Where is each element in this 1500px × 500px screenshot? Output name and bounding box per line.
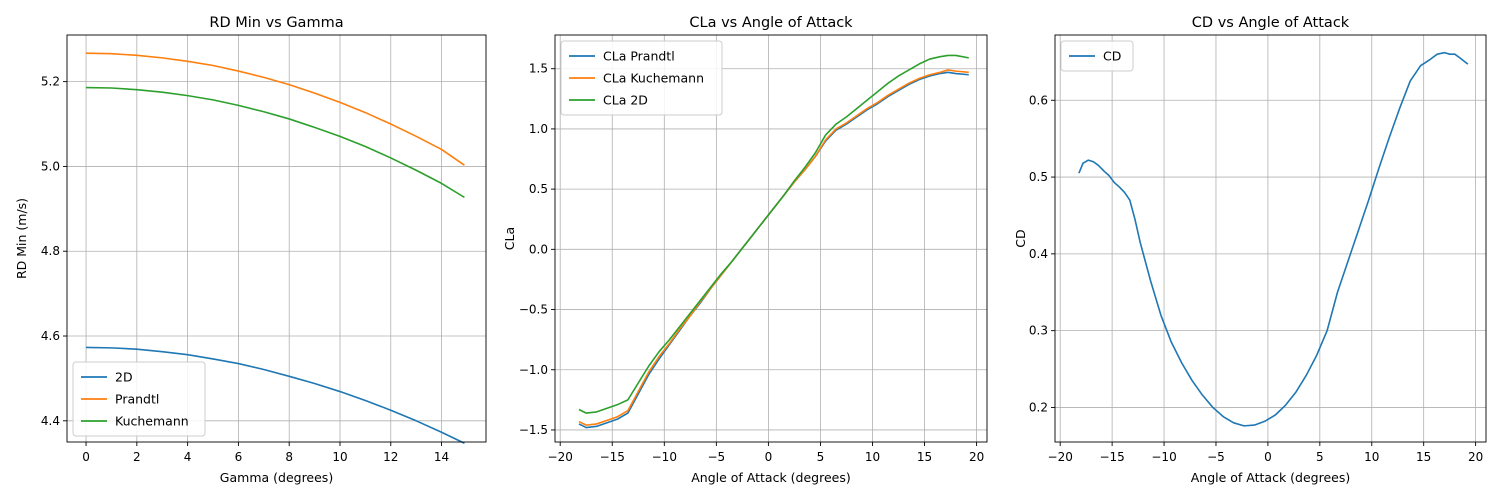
legend: CLa Prandtl CLa Kuchemann CLa 2D bbox=[560, 40, 723, 116]
x-tick-label: 4 bbox=[184, 450, 192, 464]
series-line-1 bbox=[578, 71, 969, 429]
legend: CD bbox=[1060, 40, 1134, 72]
y-tick-label: 4.6 bbox=[41, 329, 60, 343]
x-tick-label: −10 bbox=[1151, 450, 1176, 464]
x-tick-label: 0 bbox=[1264, 450, 1272, 464]
x-tick-label: 12 bbox=[383, 450, 398, 464]
x-tick-label: 14 bbox=[434, 450, 449, 464]
chart-panel-1: 0 2 4 6 8 10 12 14 4.4 4.6 4.8 5.0 5.2 RD Min vs Gamm… bbox=[14, 15, 487, 485]
legend-box bbox=[1060, 40, 1134, 72]
x-tick-label: −15 bbox=[1099, 450, 1124, 464]
series-line-3 bbox=[578, 54, 969, 414]
plot-frame bbox=[554, 34, 988, 443]
x-tick-label: 6 bbox=[235, 450, 243, 464]
x-tick-label: 8 bbox=[285, 450, 293, 464]
legend: 2D Prandtl Kuchemann bbox=[72, 361, 206, 437]
x-axis-label: Angle of Attack (degrees) bbox=[1191, 470, 1351, 485]
x-tick-label: 10 bbox=[1364, 450, 1379, 464]
y-tick-label: 5.0 bbox=[41, 159, 60, 173]
y-tick-label: 0.5 bbox=[529, 182, 548, 196]
chart-panel-2: −20 −15 −10 −5 0 5 10 15 20 −1.5 −1.0 −0.5 0.0 0.5 1.0… bbox=[502, 15, 988, 485]
x-tick-label: −15 bbox=[600, 450, 625, 464]
x-tick-label: 15 bbox=[917, 450, 932, 464]
legend-label: CLa Prandtl bbox=[603, 49, 675, 64]
legend-box bbox=[72, 361, 206, 437]
x-tick-label: −5 bbox=[1207, 450, 1225, 464]
x-tick-label: −5 bbox=[707, 450, 725, 464]
y-tick-label: 0.2 bbox=[1029, 400, 1048, 414]
y-axis-label: CD bbox=[1013, 229, 1028, 247]
y-tick-label: 0.4 bbox=[1029, 247, 1048, 261]
x-tick-label: 0 bbox=[82, 450, 90, 464]
y-tick-label: 4.8 bbox=[41, 244, 60, 258]
y-axis-label: CLa bbox=[502, 227, 517, 250]
x-axis-label: Angle of Attack (degrees) bbox=[691, 470, 851, 485]
x-tick-label: −20 bbox=[548, 450, 573, 464]
y-tick-label: 0.5 bbox=[1029, 170, 1048, 184]
chart-title: CLa vs Angle of Attack bbox=[689, 15, 853, 31]
y-tick-label: −0.5 bbox=[519, 303, 548, 317]
x-tick-label: 20 bbox=[969, 450, 984, 464]
plot-frame bbox=[1054, 34, 1487, 443]
y-tick-label: −1.0 bbox=[519, 363, 548, 377]
x-tick-label: 5 bbox=[817, 450, 825, 464]
y-tick-label: 4.4 bbox=[41, 414, 60, 428]
x-tick-label: 10 bbox=[332, 450, 347, 464]
legend-label: Prandtl bbox=[115, 392, 159, 407]
y-tick-label: 1.5 bbox=[529, 62, 548, 76]
y-tick-label: 0.6 bbox=[1029, 93, 1048, 107]
legend-box bbox=[560, 40, 723, 116]
x-axis-label: Gamma (degrees) bbox=[220, 470, 333, 485]
series-line-2 bbox=[86, 52, 465, 166]
series-line-3 bbox=[86, 86, 465, 199]
chart-panel-3: −20 −15 −10 −5 0 5 10 15 20 0.2 0.3 0.4 0.5 0.6 CD vs … bbox=[1013, 15, 1487, 485]
y-tick-label: −1.5 bbox=[519, 423, 548, 437]
x-tick-label: −20 bbox=[1048, 450, 1073, 464]
x-tick-label: 20 bbox=[1468, 450, 1483, 464]
y-tick-label: 5.2 bbox=[41, 75, 60, 89]
x-tick-label: 5 bbox=[1316, 450, 1324, 464]
x-tick-label: 2 bbox=[133, 450, 141, 464]
legend-label: CD bbox=[1103, 49, 1121, 64]
series-line-1 bbox=[86, 346, 465, 444]
y-tick-label: 0.0 bbox=[529, 242, 548, 256]
y-tick-label: 1.0 bbox=[529, 122, 548, 136]
legend-label: CLa 2D bbox=[603, 93, 648, 108]
chart-title: RD Min vs Gamma bbox=[209, 15, 343, 31]
y-axis-label: RD Min (m/s) bbox=[14, 198, 29, 279]
y-tick-label: 0.3 bbox=[1029, 324, 1048, 338]
plot-frame bbox=[66, 34, 487, 443]
legend-label: CLa Kuchemann bbox=[603, 71, 704, 86]
x-tick-label: 10 bbox=[865, 450, 880, 464]
x-tick-label: 0 bbox=[765, 450, 773, 464]
legend-label: Kuchemann bbox=[115, 414, 189, 429]
legend-label: 2D bbox=[115, 370, 133, 385]
chart-title: CD vs Angle of Attack bbox=[1192, 15, 1350, 31]
x-tick-label: 15 bbox=[1416, 450, 1431, 464]
series-line-1 bbox=[1078, 51, 1469, 427]
series-line-2 bbox=[578, 69, 969, 426]
x-tick-label: −10 bbox=[652, 450, 677, 464]
